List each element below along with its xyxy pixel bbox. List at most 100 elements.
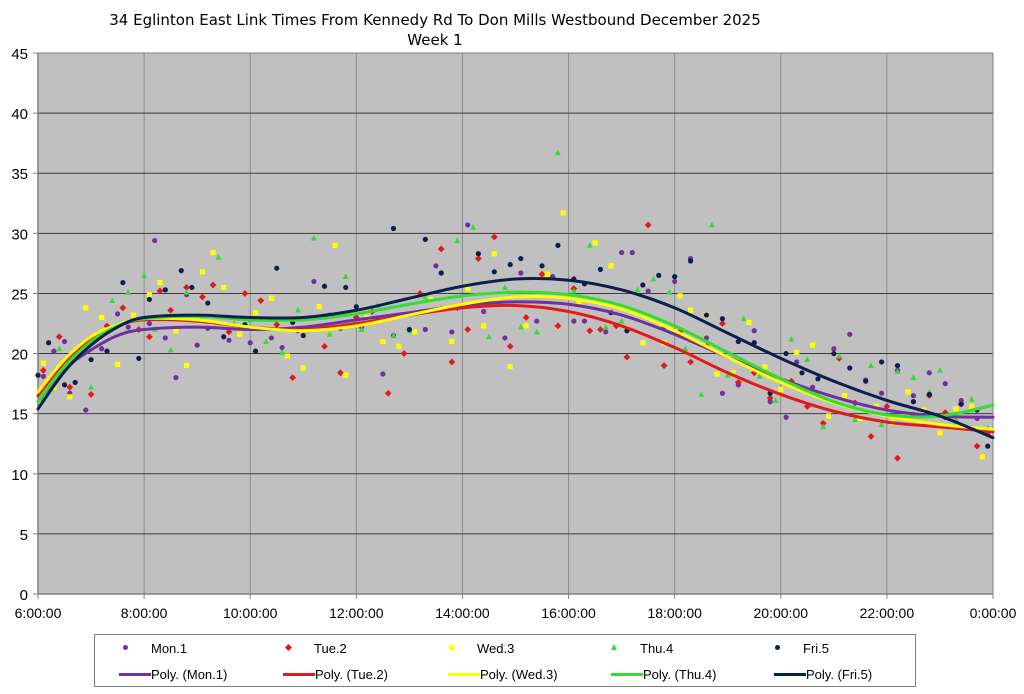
wed-data-point [412,329,418,335]
y-tick-label: 5 [20,527,28,544]
legend-label: Poly. (Mon.1) [151,666,228,682]
legend-item-tue: Tue.2 [266,639,347,657]
tue-data-point [538,270,546,278]
tue-data-point [384,389,392,397]
thu-data-point [454,237,461,243]
tue-data-point [623,353,631,361]
mon-data-point [83,407,89,413]
legend-label: Poly. (Wed.3) [480,666,558,682]
tue-data-point [474,255,482,262]
tue-data-point [522,314,530,321]
mon-data-point [942,381,948,387]
thu-data-point [310,234,317,241]
thu-data-point [279,349,286,355]
mon-data-point [99,346,105,352]
tue-data-point [146,333,153,341]
fri-data-point [518,255,524,262]
fri-data-point [926,391,932,398]
fri-data-point [703,312,710,318]
thu-data-point [878,421,885,427]
tue-data-point [119,304,127,312]
fri-data-point [221,334,227,340]
wed-data-point [608,263,614,269]
wed-data-point [544,271,550,277]
thu-data-point [618,317,625,324]
mon-data-point [571,318,577,324]
fri-data-point [475,251,481,257]
fri-data-point [189,284,195,291]
tue-data-point [586,327,594,335]
tue-data-point [973,442,981,450]
tue-data-point [464,326,472,333]
fri-data-point [390,225,397,232]
fri-data-point [178,268,184,274]
mon-data-point [380,371,386,377]
y-tick-label: 15 [11,407,28,424]
tue-data-point [55,333,63,341]
mon-data-point [926,370,932,376]
thu-data-point [820,423,827,430]
tue-data-point [321,342,328,350]
wed-data-point [746,319,752,325]
thu-data-point [756,373,763,379]
mon-data-point [645,288,651,294]
y-tick-label: 40 [11,106,28,123]
mon-data-point [831,346,837,352]
wed-data-point [794,349,800,355]
chart-subtitle: Week 1 [407,31,463,49]
mon-data-point [518,270,524,276]
mon-data-point [465,222,471,228]
fri-data-point [162,287,168,293]
fri-data-point [815,376,821,382]
thu-data-point [634,286,641,293]
thu-data-point [650,275,657,282]
fri-data-point [205,300,211,306]
thu-data-point [342,273,349,280]
tue-data-point [660,362,668,369]
y-tick-label: 30 [11,226,28,243]
mon-data-point [847,331,853,337]
thu-data-point [910,374,917,380]
wed-data-point [465,286,471,292]
wed-data-point [979,454,985,460]
mon-data-point [173,375,179,381]
legend-label: Poly. (Thu.4) [643,666,717,682]
fri-data-point [640,282,646,288]
fri-data-point [672,274,678,280]
wed-data-point [523,323,529,329]
tue-data-point [894,454,901,462]
thu-data-point [894,368,901,374]
tue-data-point [734,379,742,386]
thu-data-point [788,335,795,342]
wed-data-point [316,304,322,310]
legend-item-poly-fri: Poly. (Fri.5) [774,665,872,683]
mon-data-point [152,237,158,244]
thu-data-point [602,323,609,330]
wed-data-point [810,342,816,348]
thu-data-point [141,272,148,278]
tue-data-point [719,320,726,327]
thu-data-point [936,367,943,373]
wed-data-point [252,310,259,316]
thu-data-point [501,284,508,290]
fri-data-point [863,378,869,384]
mon-data-point [433,263,439,269]
mon-data-point [449,329,455,335]
thu-data-point [740,315,747,322]
wed-data-point [953,406,959,412]
thu-data-point [698,391,705,397]
thu-data-point [294,307,301,313]
fri-data-point [46,340,52,346]
tue-data-point [554,322,562,330]
mon-data-point [751,328,757,334]
circle-marker-icon [103,639,147,657]
mon-data-point [311,278,317,285]
tue-data-point [209,281,217,289]
thu-data-point [326,331,333,337]
fri-data-point [831,350,837,357]
tue-data-point [257,297,265,305]
thu-data-point [852,416,859,423]
axes [33,52,994,599]
wed-data-point [560,210,566,216]
fri-data-point [353,304,359,310]
